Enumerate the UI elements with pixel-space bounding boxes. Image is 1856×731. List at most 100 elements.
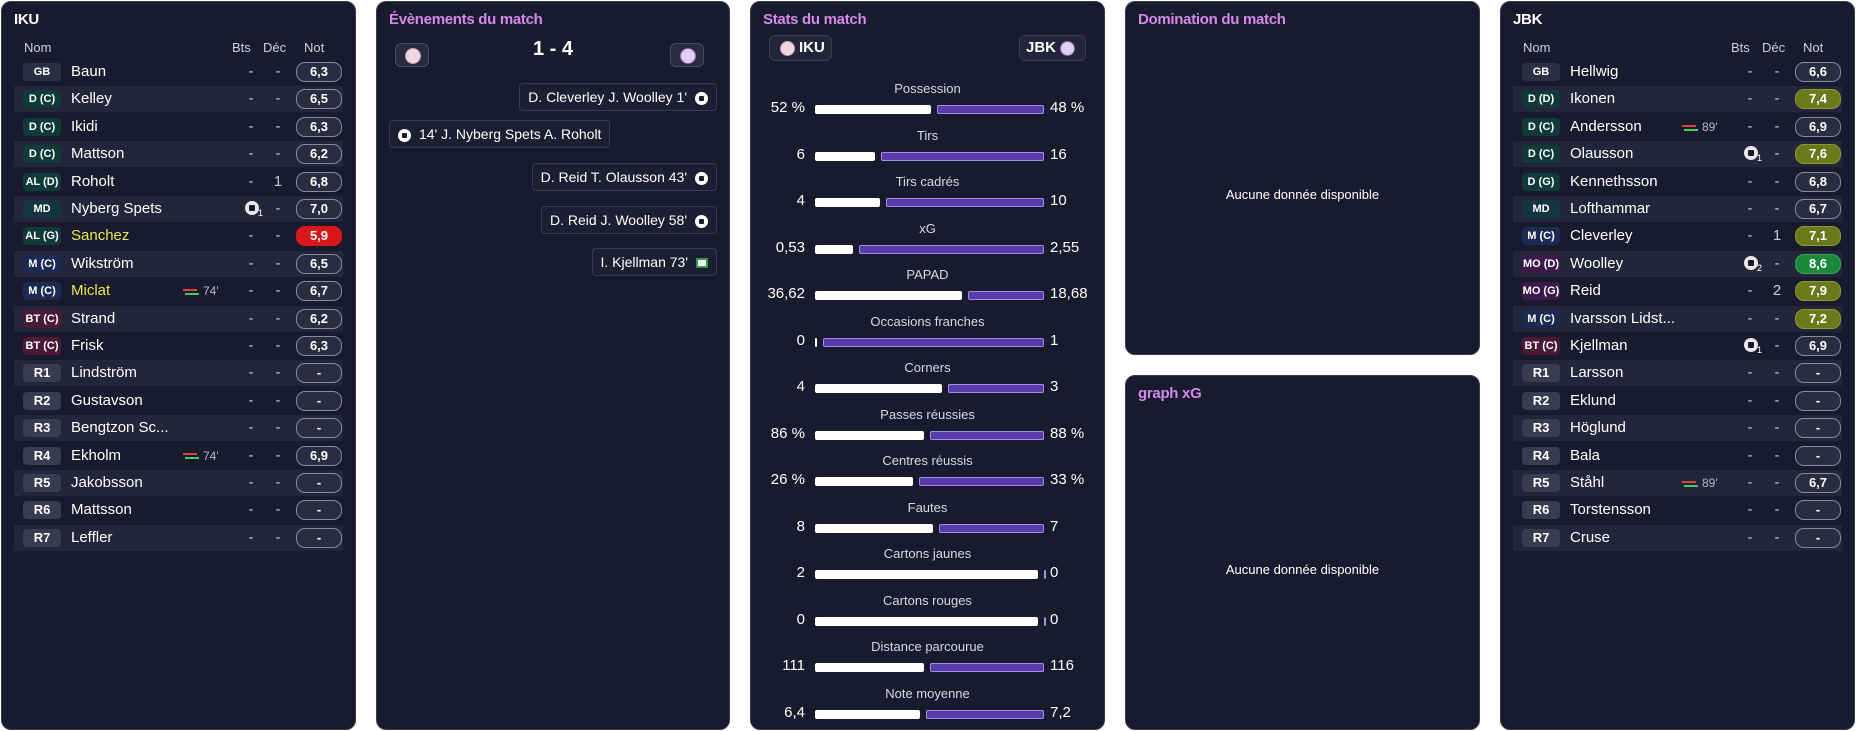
player-name[interactable]: Roholt	[71, 172, 115, 190]
player-row[interactable]: MO (G) Reid - 2 7,9	[1513, 278, 1842, 304]
player-row[interactable]: R4 Ekholm 74' - -6,9	[14, 443, 343, 469]
stat-home-value: 0,53	[775, 238, 805, 256]
player-row[interactable]: M (C) Cleverley - 1 7,1	[1513, 223, 1842, 249]
col-rating[interactable]: Not	[1803, 40, 1824, 55]
player-name[interactable]: Andersson	[1570, 117, 1642, 135]
player-name[interactable]: Torstensson	[1570, 501, 1651, 519]
player-row[interactable]: MD Nyberg Spets 1 -7,0	[14, 196, 343, 222]
player-name[interactable]: Cruse	[1570, 528, 1611, 546]
player-row[interactable]: R5 Jakobsson - - -	[14, 470, 343, 496]
stat-away-value: 0	[1050, 564, 1059, 581]
player-assists: -	[275, 227, 281, 245]
player-row[interactable]: MD Lofthammar - -6,7	[1513, 196, 1842, 222]
player-row[interactable]: M (C) Ivarsson Lidst... - -7,2	[1513, 305, 1842, 332]
player-name[interactable]: Woolley	[1570, 254, 1624, 272]
player-name[interactable]: Bala	[1570, 446, 1601, 464]
player-row[interactable]: R3 Höglund - - -	[1513, 415, 1842, 442]
player-row[interactable]: D (D) Ikonen - -7,4	[1513, 86, 1842, 113]
player-name[interactable]: Kjellman	[1570, 337, 1628, 354]
player-row[interactable]: R1 Larsson - - -	[1513, 360, 1842, 387]
player-row[interactable]: D (C) Kelley - -6,5	[14, 86, 343, 113]
player-name[interactable]: Cleverley	[1570, 227, 1633, 245]
player-name[interactable]: Lindström	[71, 364, 137, 382]
player-name[interactable]: Ståhl	[1570, 474, 1605, 491]
player-name[interactable]: Bengtzon Sc...	[71, 419, 169, 437]
player-name[interactable]: Mattson	[71, 145, 125, 163]
col-assists[interactable]: Déc	[263, 40, 287, 55]
player-name[interactable]: Gustavson	[71, 391, 143, 409]
player-rating: 6,9	[296, 445, 342, 466]
player-name[interactable]: Eklund	[1570, 391, 1616, 409]
player-row[interactable]: MO (D) Woolley 2-8,6	[1513, 250, 1842, 277]
player-row[interactable]: BT (C) Kjellman 1 -6,9	[1513, 333, 1842, 359]
xg-graph-empty-message: Aucune donnée disponible	[1225, 562, 1380, 577]
player-goals: -	[248, 337, 254, 354]
col-rating[interactable]: Not	[304, 40, 325, 55]
col-assists[interactable]: Déc	[1762, 40, 1786, 55]
player-row[interactable]: M (C) Miclat 74' - -6,7	[14, 278, 343, 304]
player-row[interactable]: AL (D) Roholt - 1 6,8	[14, 169, 343, 195]
stat-label: Tirs cadrés	[895, 174, 960, 189]
player-row[interactable]: R1 Lindström - - -	[14, 360, 343, 387]
player-row[interactable]: D (C) Ikidi - -6,3	[14, 114, 343, 140]
player-row[interactable]: R5 Ståhl 89' - -6,7	[1513, 470, 1842, 496]
player-name[interactable]: Ikonen	[1570, 90, 1616, 108]
position-badge: M (C)	[23, 282, 61, 301]
player-row[interactable]: D (C) Andersson 89' - -6,9	[1513, 114, 1842, 140]
player-name[interactable]: Larsson	[1570, 364, 1624, 382]
player-name[interactable]: Leffler	[71, 528, 113, 546]
player-row[interactable]: R7 Leffler - - -	[14, 524, 343, 551]
col-goals[interactable]: Bts	[232, 40, 251, 55]
player-row[interactable]: M (C) Wikström - -6,5	[14, 250, 343, 277]
player-row[interactable]: R2 Gustavson - - -	[14, 388, 343, 414]
player-name[interactable]: Miclat	[71, 282, 111, 300]
match-event[interactable]: D. Reid J. Woolley 58'	[540, 206, 717, 234]
player-name[interactable]: Frisk	[71, 337, 104, 354]
col-goals[interactable]: Bts	[1731, 40, 1750, 55]
player-row[interactable]: R7 Cruse - - -	[1513, 524, 1842, 551]
player-row[interactable]: R3 Bengtzon Sc... - - -	[14, 415, 343, 442]
player-assists: -	[1774, 337, 1780, 354]
player-row[interactable]: AL (G) Sanchez - -5,9	[14, 223, 343, 249]
player-name[interactable]: Ekholm	[71, 446, 122, 464]
player-name[interactable]: Lofthammar	[1570, 200, 1651, 217]
col-name[interactable]: Nom	[24, 40, 52, 55]
player-name[interactable]: Olausson	[1570, 145, 1634, 163]
player-name[interactable]: Jakobsson	[71, 474, 143, 491]
player-name[interactable]: Hellwig	[1570, 63, 1619, 80]
goal-count: 2	[1757, 262, 1763, 273]
player-goals: -	[1747, 90, 1753, 108]
match-event[interactable]: 14' J. Nyberg Spets A. Roholt	[389, 120, 611, 148]
player-row[interactable]: BT (C) Strand - -6,2	[14, 305, 343, 332]
player-row[interactable]: D (G) Kennethsson - -6,8	[1513, 169, 1842, 195]
player-name[interactable]: Reid	[1570, 282, 1601, 300]
player-row[interactable]: R6 Mattsson - - -	[14, 497, 343, 523]
stat-label: Passes réussies	[880, 406, 975, 422]
player-name[interactable]: Höglund	[1570, 419, 1626, 437]
match-event[interactable]: D. Cleverley J. Woolley 1'	[519, 83, 717, 111]
player-name[interactable]: Mattsson	[71, 501, 132, 519]
player-name[interactable]: Baun	[71, 63, 107, 80]
player-name[interactable]: Wikström	[71, 254, 134, 272]
player-row[interactable]: GB Hellwig - -6,6	[1513, 59, 1842, 85]
player-row[interactable]: D (C) Mattson - -6,2	[14, 141, 343, 168]
player-name[interactable]: Kennethsson	[1570, 172, 1658, 190]
stat-away-value: 2,55	[1050, 238, 1080, 256]
player-rating: -	[296, 390, 342, 411]
player-name[interactable]: Sanchez	[71, 227, 130, 245]
player-row[interactable]: R4 Bala - - -	[1513, 443, 1842, 469]
player-name[interactable]: Kelley	[71, 90, 112, 108]
match-event[interactable]: D. Reid T. Olausson 43'	[531, 163, 717, 191]
match-event[interactable]: I. Kjellman 73'	[591, 248, 717, 276]
player-name[interactable]: Nyberg Spets	[71, 200, 162, 217]
position-badge: M (C)	[23, 254, 61, 273]
player-row[interactable]: R2 Eklund - - -	[1513, 388, 1842, 414]
player-name[interactable]: Ikidi	[71, 117, 98, 135]
player-name[interactable]: Ivarsson Lidst...	[1570, 309, 1676, 327]
player-row[interactable]: BT (C) Frisk - -6,3	[14, 333, 343, 359]
player-row[interactable]: D (C) Olausson 1-7,6	[1513, 141, 1842, 168]
player-name[interactable]: Strand	[71, 309, 116, 327]
player-row[interactable]: R6 Torstensson - - -	[1513, 497, 1842, 523]
col-name[interactable]: Nom	[1523, 40, 1551, 55]
player-row[interactable]: GB Baun - -6,3	[14, 59, 343, 85]
